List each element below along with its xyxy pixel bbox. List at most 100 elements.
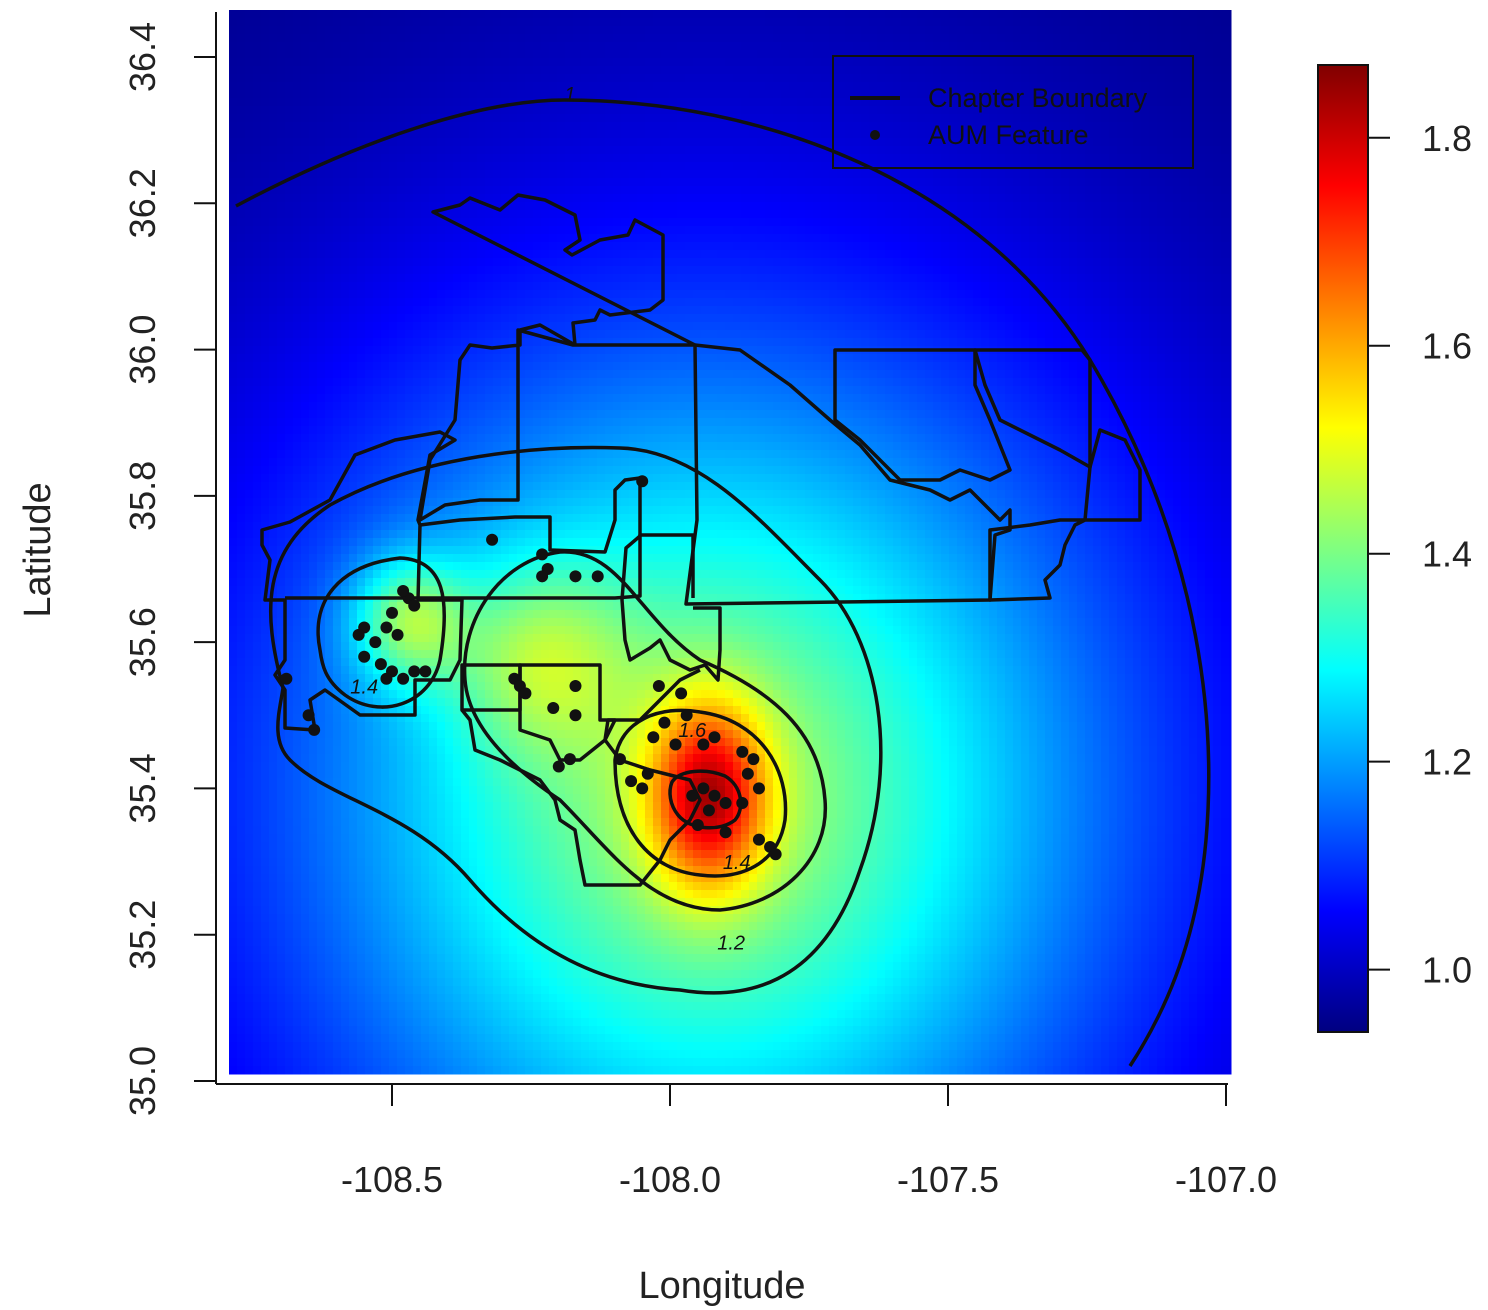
heatmap-cell (709, 66, 718, 75)
heatmap-cell (677, 322, 686, 331)
heatmap-cell (533, 90, 542, 99)
heatmap-cell (757, 106, 766, 115)
heatmap-cell (389, 42, 398, 51)
heatmap-cell (661, 274, 670, 283)
heatmap-cell (741, 242, 750, 251)
heatmap-cell (413, 98, 422, 107)
heatmap-cell (733, 82, 742, 91)
heatmap-cell (893, 130, 902, 139)
heatmap-cell (1061, 42, 1070, 51)
heatmap-cell (765, 26, 774, 35)
heatmap-cell (1021, 186, 1030, 195)
heatmap-cell (1013, 50, 1022, 59)
heatmap-cell (525, 250, 534, 259)
heatmap-cell (397, 218, 406, 227)
heatmap-cell (485, 298, 494, 307)
heatmap-cell (709, 274, 718, 283)
heatmap-cell (909, 226, 918, 235)
heatmap-cell (1101, 234, 1110, 243)
heatmap-cell (949, 34, 958, 43)
heatmap-cell (909, 170, 918, 179)
heatmap-cell (717, 82, 726, 91)
heatmap-cell (1229, 258, 1232, 267)
heatmap-cell (325, 258, 334, 267)
heatmap-cell (1061, 154, 1070, 163)
heatmap-cell (245, 66, 254, 75)
heatmap-cell (501, 154, 510, 163)
heatmap-cell (909, 122, 918, 131)
heatmap-cell (1173, 162, 1182, 171)
heatmap-cell (301, 210, 310, 219)
heatmap-cell (1173, 186, 1182, 195)
heatmap-cell (1093, 170, 1102, 179)
heatmap-cell (1173, 106, 1182, 115)
heatmap-cell (1197, 266, 1206, 275)
heatmap-cell (589, 74, 598, 83)
heatmap-cell (525, 202, 534, 211)
heatmap-cell (1173, 234, 1182, 243)
heatmap-cell (237, 82, 246, 91)
heatmap-cell (1173, 290, 1182, 299)
heatmap-cell (925, 146, 934, 155)
heatmap-cell (565, 194, 574, 203)
heatmap-cell (693, 106, 702, 115)
heatmap-cell (1149, 234, 1158, 243)
heatmap-cell (645, 250, 654, 259)
heatmap-cell (1013, 258, 1022, 267)
heatmap-cell (797, 282, 806, 291)
heatmap-cell (829, 266, 838, 275)
heatmap-cell (997, 234, 1006, 243)
heatmap-cell (1005, 58, 1014, 67)
heatmap-cell (941, 42, 950, 51)
heatmap-cell (1125, 122, 1134, 131)
heatmap-cell (1077, 146, 1086, 155)
heatmap-cell (909, 258, 918, 267)
heatmap-cell (821, 282, 830, 291)
heatmap-cell (653, 154, 662, 163)
heatmap-cell (325, 98, 334, 107)
heatmap-cell (1229, 186, 1232, 195)
heatmap-cell (725, 122, 734, 131)
heatmap-cell (389, 282, 398, 291)
heatmap-cell (1157, 18, 1166, 27)
heatmap-cell (253, 34, 262, 43)
heatmap-cell (757, 186, 766, 195)
heatmap-cell (797, 122, 806, 131)
heatmap-cell (269, 210, 278, 219)
heatmap-cell (453, 26, 462, 35)
heatmap-cell (349, 242, 358, 251)
heatmap-cell (661, 26, 670, 35)
heatmap-cell (749, 130, 758, 139)
heatmap-cell (989, 186, 998, 195)
heatmap-surface (229, 10, 1232, 1075)
heatmap-cell (397, 154, 406, 163)
heatmap-cell (477, 186, 486, 195)
heatmap-cell (469, 250, 478, 259)
heatmap-cell (677, 42, 686, 51)
heatmap-cell (645, 202, 654, 211)
heatmap-cell (509, 306, 518, 315)
heatmap-cell (629, 314, 638, 323)
heatmap-cell (717, 202, 726, 211)
heatmap-cell (749, 154, 758, 163)
heatmap-cell (261, 130, 270, 139)
heatmap-cell (541, 234, 550, 243)
heatmap-cell (589, 186, 598, 195)
heatmap-cell (653, 130, 662, 139)
heatmap-cell (813, 66, 822, 75)
heatmap-cell (997, 130, 1006, 139)
heatmap-cell (333, 170, 342, 179)
heatmap-cell (853, 314, 862, 323)
heatmap-cell (253, 10, 262, 19)
heatmap-cell (285, 322, 294, 331)
heatmap-cell (589, 130, 598, 139)
heatmap-cell (357, 146, 366, 155)
heatmap-cell (589, 210, 598, 219)
heatmap-cell (1181, 58, 1190, 67)
heatmap-cell (485, 234, 494, 243)
heatmap-cell (333, 66, 342, 75)
heatmap-cell (1077, 106, 1086, 115)
heatmap-cell (845, 226, 854, 235)
heatmap-cell (613, 74, 622, 83)
heatmap-cell (693, 34, 702, 43)
